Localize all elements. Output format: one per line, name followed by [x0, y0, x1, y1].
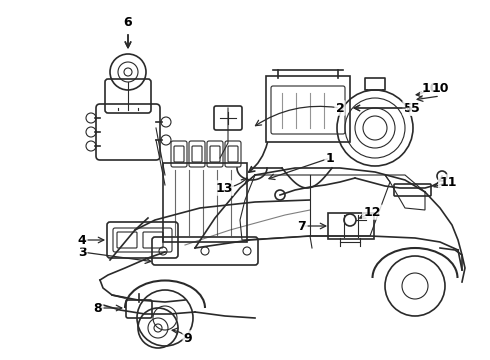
Text: 3: 3 [78, 246, 86, 258]
Text: 5: 5 [411, 102, 419, 114]
Text: 6: 6 [123, 15, 132, 28]
Text: 5: 5 [404, 102, 413, 114]
Text: 2: 2 [336, 102, 344, 114]
Text: 8: 8 [94, 302, 102, 315]
Text: 13: 13 [215, 181, 233, 194]
Text: 10: 10 [431, 81, 449, 95]
Text: 12: 12 [363, 206, 381, 219]
Text: 6: 6 [123, 15, 132, 28]
Text: 4: 4 [77, 234, 86, 247]
Text: 9: 9 [184, 332, 192, 345]
Text: 7: 7 [297, 220, 306, 233]
Text: 1: 1 [326, 152, 334, 165]
Text: 10: 10 [421, 81, 439, 95]
Text: 11: 11 [439, 176, 457, 189]
